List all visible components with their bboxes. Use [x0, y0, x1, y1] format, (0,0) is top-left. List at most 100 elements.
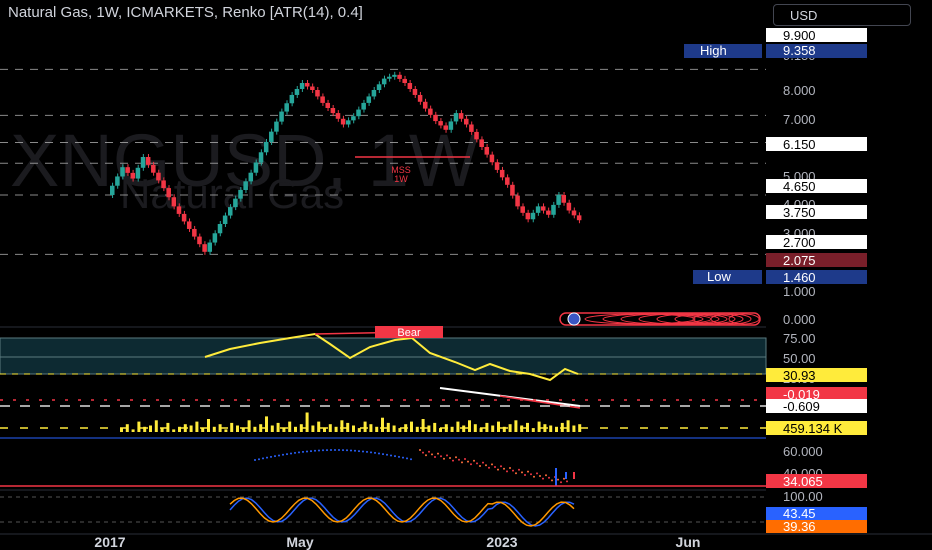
volume-bar — [508, 424, 512, 432]
high-label-badge — [684, 44, 762, 58]
oscillator-dot — [274, 455, 276, 458]
macd-badge-2 — [766, 399, 867, 413]
oscillator-dot — [326, 449, 328, 452]
oscillator-dot — [314, 449, 316, 452]
renko-brick — [202, 244, 207, 252]
stoch-k-line — [229, 497, 575, 527]
renko-brick — [176, 206, 182, 214]
renko-brick — [238, 189, 243, 199]
renko-brick — [156, 172, 161, 181]
renko-brick — [279, 111, 284, 122]
oscillator-dot — [286, 453, 288, 456]
renko-brick — [356, 109, 361, 117]
oscillator-tick-label: 60.000 — [783, 444, 823, 459]
time-tick-label: Jun — [676, 534, 701, 550]
level-badge-label: 2.700 — [783, 235, 816, 250]
renko-brick — [351, 116, 356, 121]
renko-brick — [120, 167, 125, 177]
oscillator-dot — [382, 453, 384, 456]
volume-bar — [450, 426, 454, 432]
oscillator-dot — [491, 463, 493, 466]
high-price-badge — [766, 44, 867, 58]
volume-bar — [311, 425, 315, 432]
oscillator-dot — [476, 462, 478, 465]
renko-brick — [263, 141, 269, 153]
volume-bar — [439, 428, 442, 432]
oscillator-dot — [334, 449, 336, 451]
level-badge — [766, 205, 867, 219]
oscillator-dot — [402, 456, 404, 459]
chart-title: Natural Gas, 1W, ICMARKETS, Renko [ATR(1… — [8, 4, 363, 21]
renko-brick — [258, 152, 264, 163]
oscillator-dot — [446, 454, 448, 457]
volume-bar — [149, 425, 152, 432]
renko-brick — [433, 114, 438, 122]
oscillator-dot — [322, 449, 324, 452]
oscillator-dot — [482, 461, 484, 464]
renko-brick — [407, 83, 413, 89]
oscillator-dot — [362, 450, 364, 453]
volume-bar — [468, 420, 471, 432]
volume-bar — [265, 416, 268, 432]
oscillator-dot — [497, 468, 499, 471]
renko-brick — [289, 94, 295, 104]
renko-brick — [417, 94, 423, 102]
oscillator-dot — [566, 480, 568, 483]
currency-label: USD — [790, 8, 818, 23]
oscillator-dot — [278, 454, 280, 457]
oscillator-dot — [338, 449, 340, 452]
oscillator-value: 34.065 — [783, 474, 823, 489]
oscillator-dot — [386, 453, 388, 456]
renko-brick — [228, 207, 233, 216]
renko-brick — [161, 180, 166, 189]
renko-brick — [294, 88, 300, 95]
flag-ring — [674, 313, 736, 325]
mss-timeframe: 1W — [394, 174, 408, 184]
oscillator-dot — [473, 459, 475, 462]
oscillator-dot — [467, 460, 469, 463]
renko-brick — [561, 194, 567, 203]
oscillator-dot — [366, 450, 368, 453]
oscillator-dot — [298, 451, 300, 454]
oscillator-dot — [509, 467, 511, 469]
renko-brick — [207, 242, 213, 252]
stoch-tick-label: 100.00 — [783, 489, 823, 504]
oscillator-dot — [470, 463, 472, 466]
oscillator-dot — [270, 455, 272, 458]
volume-bar — [178, 426, 181, 432]
renko-brick — [151, 164, 156, 173]
renko-brick — [387, 76, 392, 79]
renko-brick — [366, 96, 372, 103]
renko-brick — [530, 212, 536, 220]
volume-bar — [282, 428, 286, 432]
price-tick-label: 0.000 — [783, 312, 816, 327]
oscillator-dot — [542, 477, 544, 480]
volume-bar — [340, 420, 344, 432]
renko-brick — [566, 202, 572, 211]
renko-brick — [253, 162, 259, 173]
volume-bar — [363, 421, 367, 432]
oscillator-dot — [266, 456, 268, 459]
oscillator-dot — [302, 450, 304, 453]
renko-brick — [443, 125, 449, 130]
oscillator-dot — [419, 449, 421, 451]
renko-brick — [576, 215, 582, 221]
high-price-label: 9.358 — [783, 43, 816, 58]
renko-brick — [381, 78, 387, 85]
level-badge-label: 4.650 — [783, 179, 816, 194]
volume-bar — [578, 424, 582, 432]
oscillator-dot — [539, 475, 541, 477]
stoch-d-badge — [766, 520, 867, 533]
oscillator-dot — [406, 457, 408, 460]
volume-bar — [270, 425, 274, 432]
mss-label: MSS — [391, 165, 411, 175]
renko-brick — [397, 74, 402, 79]
oscillator-dot — [479, 465, 481, 467]
oscillator-dot — [350, 449, 352, 452]
currency-selector[interactable]: USD — [773, 4, 911, 26]
renko-brick — [222, 215, 228, 224]
volume-bar — [572, 425, 576, 432]
renko-brick — [551, 204, 556, 215]
